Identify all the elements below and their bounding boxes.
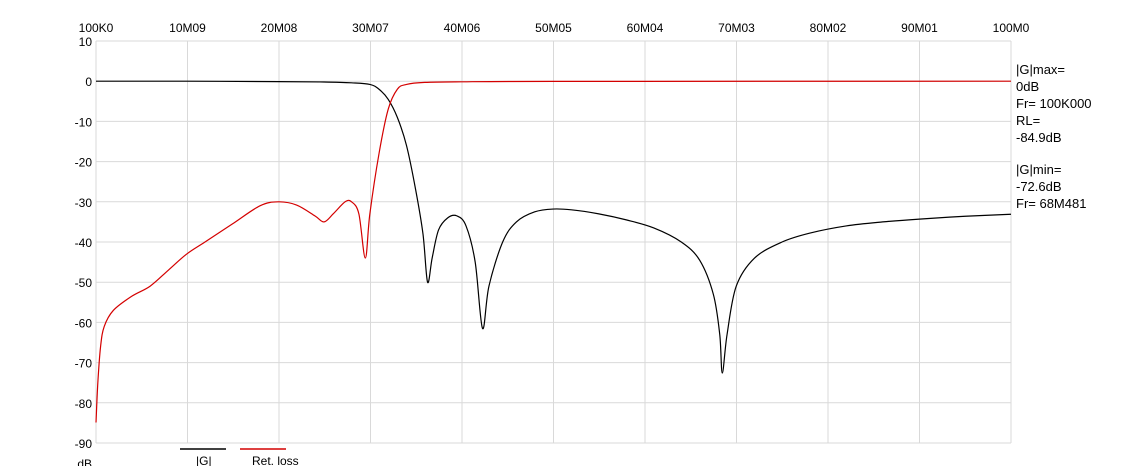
x-tick-label: 100M0 xyxy=(993,21,1030,35)
legend-label: |G| xyxy=(196,454,212,466)
y-tick-label: -10 xyxy=(75,115,93,129)
gmin-value: -72.6dB xyxy=(1016,179,1062,194)
y-tick-label: -40 xyxy=(75,236,93,250)
x-tick-label: 20M08 xyxy=(261,21,298,35)
gmin-frequency: Fr= 68M481 xyxy=(1016,196,1087,211)
y-tick-label: -30 xyxy=(75,196,93,210)
y-tick-labels: 10 0 -10 -20 -30 -40 -50 -60 -70 -80 -90 dB xyxy=(75,35,93,466)
y-tick-label: -50 xyxy=(75,276,93,290)
y-tick-label: -60 xyxy=(75,316,93,330)
rl-value: -84.9dB xyxy=(1016,130,1062,145)
grid-lines xyxy=(95,40,1012,444)
y-tick-label: -80 xyxy=(75,397,93,411)
gmax-value: 0dB xyxy=(1016,79,1040,94)
x-tick-label: 90M01 xyxy=(901,21,938,35)
y-tick-label: -90 xyxy=(75,437,93,451)
x-tick-label: 80M02 xyxy=(810,21,847,35)
gmax-readout: |G|max= 0dB Fr= 100K000 RL= -84.9dB xyxy=(1016,61,1092,146)
rl-label: RL= xyxy=(1016,113,1041,128)
x-tick-label: 40M06 xyxy=(444,21,481,35)
series-lines xyxy=(95,80,1012,423)
y-tick-label: -70 xyxy=(75,357,93,371)
x-tick-label: 100K0 xyxy=(79,21,114,35)
gmax-label: |G|max= xyxy=(1016,62,1066,77)
y-tick-label: 10 xyxy=(79,35,93,49)
gmin-readout: |G|min= -72.6dB Fr= 68M481 xyxy=(1016,161,1086,212)
x-tick-labels: 100K0 10M09 20M08 30M07 40M06 50M05 60M04 70M03… xyxy=(79,21,1030,35)
legend: |G| Ret. loss xyxy=(180,448,299,466)
y-tick-label: 0 xyxy=(85,75,92,89)
x-tick-label: 50M05 xyxy=(535,21,572,35)
series-line-ret-loss xyxy=(95,80,1012,423)
gmin-label: |G|min= xyxy=(1016,162,1062,177)
y-tick-label: -20 xyxy=(75,156,93,170)
series-line-g xyxy=(95,80,1012,374)
legend-label: Ret. loss xyxy=(252,454,299,466)
gmax-frequency: Fr= 100K000 xyxy=(1016,96,1092,111)
y-axis-label: dB xyxy=(77,457,92,466)
x-tick-label: 10M09 xyxy=(169,21,206,35)
x-tick-label: 30M07 xyxy=(352,21,389,35)
x-tick-label: 60M04 xyxy=(627,21,664,35)
x-tick-label: 70M03 xyxy=(718,21,755,35)
